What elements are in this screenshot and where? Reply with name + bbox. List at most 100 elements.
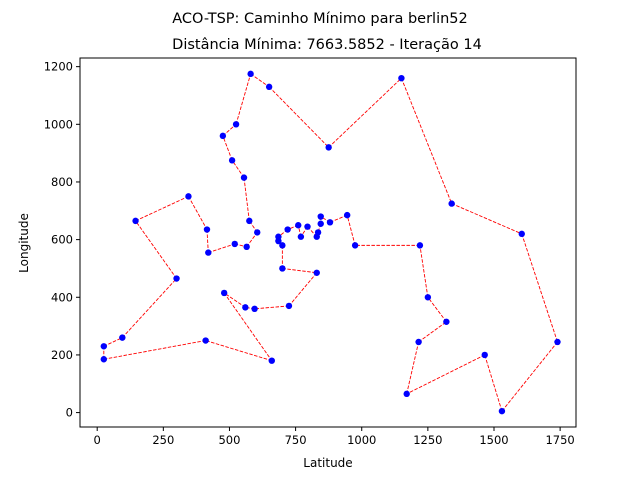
city-point <box>295 222 302 229</box>
city-point <box>268 357 275 364</box>
city-point <box>448 200 455 207</box>
city-point <box>119 334 126 341</box>
x-tick-label: 500 <box>218 433 240 447</box>
route-segment <box>188 196 208 230</box>
plot-area <box>80 58 576 427</box>
city-point <box>424 294 432 301</box>
y-tick-label: 600 <box>51 233 73 247</box>
city-point <box>554 338 561 346</box>
y-tick-label: 200 <box>51 348 73 362</box>
x-axis-ticks: 0 250 500 750 1000 1250 1500 1750 <box>94 427 575 447</box>
x-tick-label: 0 <box>94 433 101 447</box>
city-point <box>243 243 250 251</box>
route-segment <box>206 229 209 253</box>
route-segment <box>135 220 177 279</box>
city-point <box>481 351 488 359</box>
x-tick-label: 1750 <box>545 433 574 447</box>
y-tick-label: 0 <box>66 406 73 420</box>
city-point <box>416 242 424 249</box>
y-axis-ticks: 0 200 400 600 800 1000 1200 <box>44 60 80 420</box>
route-segment <box>328 77 402 148</box>
route-segment <box>254 305 290 310</box>
route-segment <box>222 135 233 161</box>
city-point <box>325 144 332 151</box>
city-point <box>205 249 212 256</box>
city-point <box>443 318 450 325</box>
city-point <box>242 304 249 311</box>
route-segment <box>223 292 246 308</box>
x-tick-label: 1500 <box>479 433 508 447</box>
y-tick-label: 1000 <box>44 117 73 131</box>
city-point <box>100 343 108 350</box>
plot-frame <box>79 57 577 428</box>
city-point <box>132 217 139 225</box>
city-point <box>415 338 422 346</box>
city-point <box>202 337 209 344</box>
route-segment <box>208 243 235 254</box>
x-axis-label: Latitude <box>303 456 352 470</box>
route-segment <box>121 278 177 338</box>
route-segment <box>235 73 252 125</box>
x-tick-label: 1250 <box>413 433 442 447</box>
x-tick-label: 750 <box>285 433 307 447</box>
city-point <box>231 240 238 248</box>
city-point <box>326 219 334 226</box>
route-segment <box>103 337 123 347</box>
city-point <box>173 275 180 282</box>
city-point <box>254 229 261 236</box>
route-segment <box>406 354 485 395</box>
route-segment <box>205 340 272 362</box>
city-point <box>275 233 282 240</box>
route-segment <box>406 341 420 394</box>
city-point <box>279 265 286 272</box>
chart-title: ACO-TSP: Caminho Mínimo para berlin52 <box>172 11 468 27</box>
route-segment <box>268 86 329 148</box>
city-point <box>304 223 311 230</box>
route-segment <box>427 297 447 323</box>
route-segment <box>282 267 317 274</box>
city-point <box>403 390 410 398</box>
city-point <box>100 356 108 363</box>
chart-subtitle: Distância Mínima: 7663.5852 - Iteração 1… <box>172 37 482 53</box>
y-tick-label: 400 <box>51 290 73 304</box>
route-segment <box>288 272 318 307</box>
route-segment <box>451 203 522 235</box>
city-point <box>232 121 240 128</box>
city-point <box>285 302 293 310</box>
city-point <box>279 242 286 249</box>
city-point <box>251 305 258 313</box>
city-point <box>317 213 324 220</box>
x-tick-label: 250 <box>152 433 174 447</box>
city-point <box>247 70 254 78</box>
city-point <box>351 242 359 249</box>
city-point <box>398 74 405 82</box>
city-point <box>343 211 351 219</box>
route-segment <box>346 214 356 246</box>
tour-route <box>103 73 558 412</box>
y-tick-label: 1200 <box>44 60 73 74</box>
city-point <box>313 233 320 240</box>
y-tick-label: 800 <box>51 175 73 189</box>
city-point <box>246 217 253 225</box>
city-point <box>518 230 525 238</box>
city-point <box>220 289 228 297</box>
city-point <box>185 193 192 200</box>
city-point <box>284 226 291 233</box>
city-point <box>240 174 248 181</box>
city-point <box>219 132 227 140</box>
x-tick-label: 1000 <box>347 433 376 447</box>
city-point <box>228 157 236 164</box>
route-segment <box>250 73 270 88</box>
route-segment <box>223 292 273 361</box>
route-segment <box>419 245 429 298</box>
city-point <box>498 407 506 415</box>
city-points <box>100 70 561 415</box>
route-segment <box>418 321 447 343</box>
route-segment <box>231 160 245 178</box>
route-segment <box>243 177 250 221</box>
city-point <box>297 233 305 240</box>
route-segment <box>521 233 558 343</box>
city-point <box>265 83 273 91</box>
y-axis-label: Longitude <box>17 213 31 273</box>
